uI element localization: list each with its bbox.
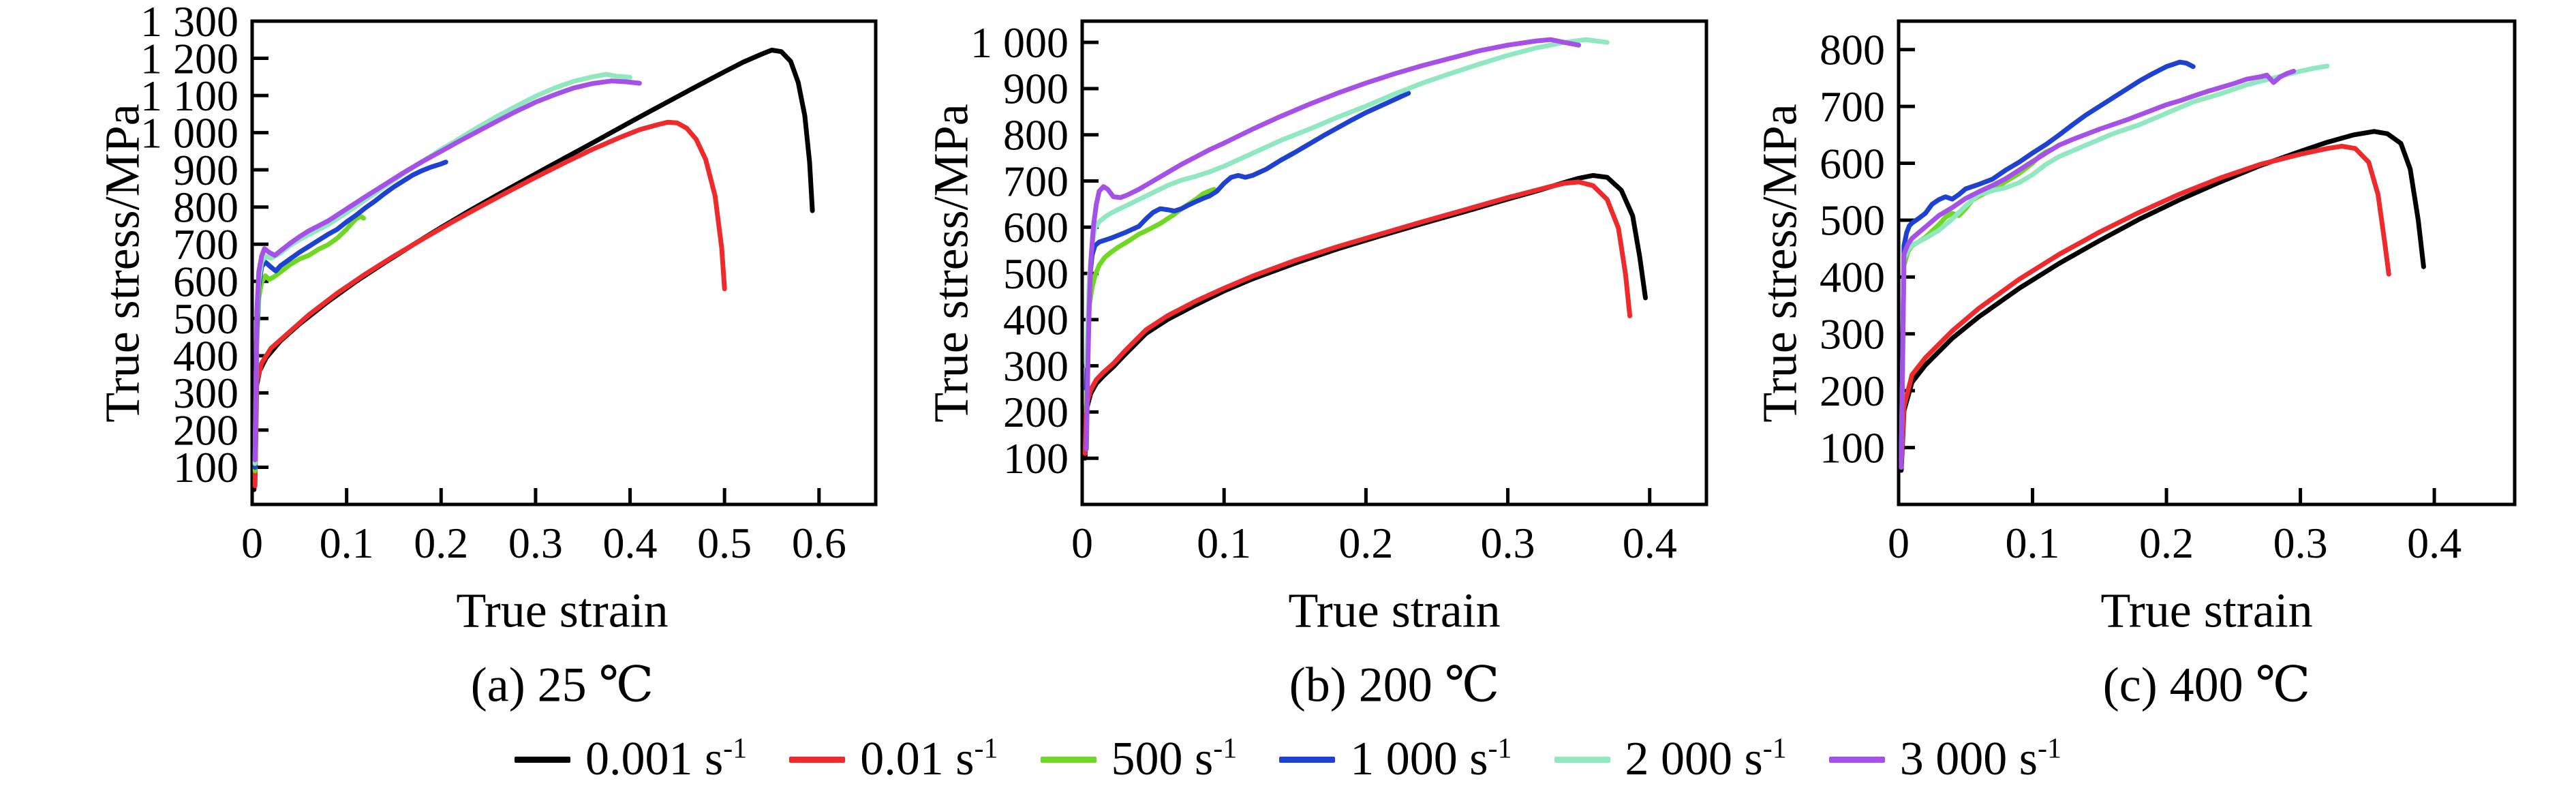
panel-caption-a: (a) 25 ℃ xyxy=(470,657,654,712)
legend: 0.001 s-1 0.01 s-1 500 s-1 1 000 s-1 2 0… xyxy=(0,731,2576,788)
svg-text:300: 300 xyxy=(1820,310,1885,359)
svg-text:0.2: 0.2 xyxy=(2139,519,2194,567)
svg-text:800: 800 xyxy=(173,183,239,231)
svg-text:0.4: 0.4 xyxy=(1623,519,1677,567)
svg-text:200: 200 xyxy=(1820,367,1885,415)
legend-item-2000-s: 2 000 s-1 xyxy=(1554,732,1787,787)
svg-text:400: 400 xyxy=(1820,253,1885,301)
x-axis-title-b: True strain xyxy=(1288,583,1501,638)
legend-exp-3000-s: -1 xyxy=(2038,733,2061,765)
legend-swatch-1000-s xyxy=(1279,756,1336,763)
svg-text:1 200: 1 200 xyxy=(140,34,239,82)
svg-text:1 300: 1 300 xyxy=(140,0,239,46)
svg-text:400: 400 xyxy=(173,332,239,380)
svg-text:0: 0 xyxy=(1071,519,1093,567)
svg-text:800: 800 xyxy=(1003,111,1069,160)
svg-text:600: 600 xyxy=(173,258,239,306)
legend-item-3000-s: 3 000 s-1 xyxy=(1828,732,2061,787)
svg-text:1 100: 1 100 xyxy=(140,72,239,120)
legend-exp-2000-s: -1 xyxy=(1762,733,1787,765)
svg-text:0.4: 0.4 xyxy=(603,519,658,567)
panel-caption-c: (c) 400 ℃ xyxy=(2102,657,2311,712)
svg-text:700: 700 xyxy=(173,220,239,269)
svg-text:800: 800 xyxy=(1820,25,1885,74)
legend-exp-500-s: -1 xyxy=(1213,733,1238,765)
svg-text:300: 300 xyxy=(173,369,239,417)
svg-text:1 000: 1 000 xyxy=(140,108,239,157)
x-axis-title-a: True strain xyxy=(456,583,669,638)
legend-exp-0-001-s: -1 xyxy=(723,733,748,765)
svg-text:0.1: 0.1 xyxy=(320,519,374,567)
svg-text:100: 100 xyxy=(1003,434,1069,483)
svg-text:0.3: 0.3 xyxy=(508,519,563,567)
legend-label-0-01-s: 0.01 s xyxy=(860,733,975,785)
svg-text:0.5: 0.5 xyxy=(697,519,752,567)
x-axis-title-c: True strain xyxy=(2100,583,2313,638)
svg-text:400: 400 xyxy=(1003,296,1069,344)
svg-text:200: 200 xyxy=(1003,388,1069,436)
legend-item-1000-s: 1 000 s-1 xyxy=(1279,732,1512,787)
svg-text:0: 0 xyxy=(241,519,263,567)
svg-text:700: 700 xyxy=(1820,82,1885,131)
legend-swatch-0-01-s xyxy=(789,756,846,763)
svg-text:500: 500 xyxy=(173,294,239,343)
y-axis-title-a: True stress/MPa xyxy=(95,104,150,423)
legend-item-0-001-s: 0.001 s-1 xyxy=(515,732,747,787)
svg-text:0.3: 0.3 xyxy=(1481,519,1535,567)
svg-text:300: 300 xyxy=(1003,342,1069,390)
svg-text:0.6: 0.6 xyxy=(792,519,846,567)
svg-text:600: 600 xyxy=(1003,203,1069,252)
legend-label-3000-s: 3 000 s xyxy=(1899,733,2038,785)
svg-text:500: 500 xyxy=(1003,249,1069,298)
legend-swatch-2000-s xyxy=(1554,756,1610,763)
svg-text:0.4: 0.4 xyxy=(2407,519,2462,567)
legend-swatch-500-s xyxy=(1040,756,1097,763)
legend-exp-1000-s: -1 xyxy=(1488,733,1512,765)
svg-text:0: 0 xyxy=(1888,519,1910,567)
legend-label-500-s: 500 s xyxy=(1111,733,1214,785)
legend-label-1000-s: 1 000 s xyxy=(1350,733,1488,785)
plot-panel-c: 100 200 300 400 500 600 700 800 0 0.1 0.2 0.3 0.4 xyxy=(1820,19,2517,567)
svg-text:700: 700 xyxy=(1003,157,1069,205)
svg-text:0.1: 0.1 xyxy=(1197,519,1251,567)
svg-text:0.3: 0.3 xyxy=(2273,519,2328,567)
svg-text:0.2: 0.2 xyxy=(414,519,468,567)
svg-text:600: 600 xyxy=(1820,139,1885,187)
svg-text:200: 200 xyxy=(173,406,239,455)
svg-text:100: 100 xyxy=(1820,423,1885,472)
svg-text:900: 900 xyxy=(1003,65,1069,113)
legend-label-0-001-s: 0.001 s xyxy=(585,733,724,785)
y-axis-title-c: True stress/MPa xyxy=(1752,104,1807,423)
svg-text:0.2: 0.2 xyxy=(1338,519,1393,567)
legend-label-2000-s: 2 000 s xyxy=(1625,733,1763,785)
panel-caption-b: (b) 200 ℃ xyxy=(1289,657,1500,712)
y-axis-title-b: True stress/MPa xyxy=(923,104,979,423)
svg-text:500: 500 xyxy=(1820,196,1885,245)
svg-text:0.1: 0.1 xyxy=(2006,519,2060,567)
legend-swatch-3000-s xyxy=(1828,756,1885,763)
legend-exp-0-01-s: -1 xyxy=(974,733,998,765)
svg-text:1 000: 1 000 xyxy=(970,18,1069,67)
legend-item-0-01-s: 0.01 s-1 xyxy=(789,732,998,787)
svg-text:900: 900 xyxy=(173,146,239,194)
legend-item-500-s: 500 s-1 xyxy=(1040,732,1238,787)
legend-swatch-0-001-s xyxy=(515,756,570,763)
svg-text:100: 100 xyxy=(173,443,239,491)
